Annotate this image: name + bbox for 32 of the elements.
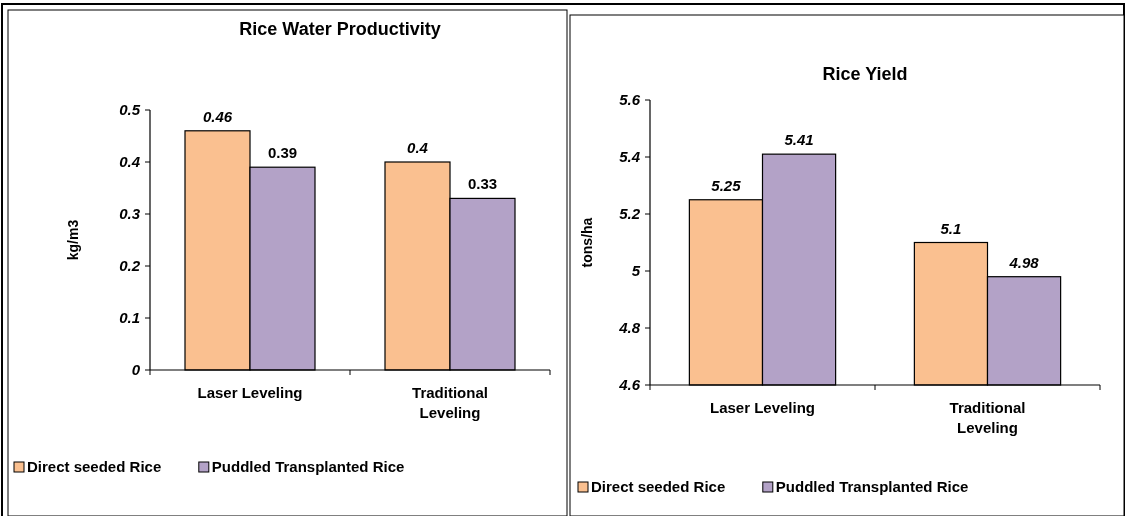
y-axis-title: kg/m3	[65, 219, 81, 261]
legend-label: Direct seeded Rice	[27, 458, 162, 475]
y-tick-label: 5.6	[619, 91, 641, 109]
y-tick-label: 0.2	[119, 257, 141, 275]
y-tick-label: 5.2	[619, 205, 641, 223]
data-label: 5.1	[940, 219, 962, 237]
y-tick-label: 4.8	[618, 319, 641, 337]
data-label: 5.25	[711, 176, 742, 194]
chart-title: Rice Water Productivity	[239, 19, 441, 39]
y-tick-label: 5.4	[619, 148, 641, 166]
data-label: 0.4	[407, 139, 429, 156]
x-tick-label: Laser Leveling	[197, 384, 303, 401]
y-tick-label: 0.5	[119, 101, 141, 119]
y-tick-label: 0.4	[119, 153, 141, 171]
chart-title: Rice Yield	[822, 64, 908, 84]
y-tick-label: 0.1	[119, 309, 140, 327]
y-axis-title: tons/ha	[579, 217, 595, 268]
y-tick-label: 0.3	[119, 205, 141, 223]
data-label: 4.98	[1008, 253, 1040, 271]
y-tick-label: 0	[131, 361, 141, 379]
data-label: 0.46	[202, 107, 233, 125]
x-tick-label: Traditional Leveling	[412, 384, 488, 421]
x-tick-label: Laser Leveling	[709, 399, 816, 416]
data-label: 0.39	[267, 144, 298, 162]
x-tick-label: Traditional Leveling	[949, 399, 1026, 436]
legend-label: Direct seeded Rice	[591, 478, 726, 495]
legend-label: Puddled Transplanted Rice	[775, 478, 969, 495]
y-tick-label: 4.6	[618, 376, 641, 394]
data-label: 0.33	[467, 175, 498, 193]
data-label: 5.41	[784, 131, 814, 149]
y-tick-label: 5	[631, 262, 641, 280]
legend-label: Puddled Transplanted Rice	[211, 458, 405, 475]
